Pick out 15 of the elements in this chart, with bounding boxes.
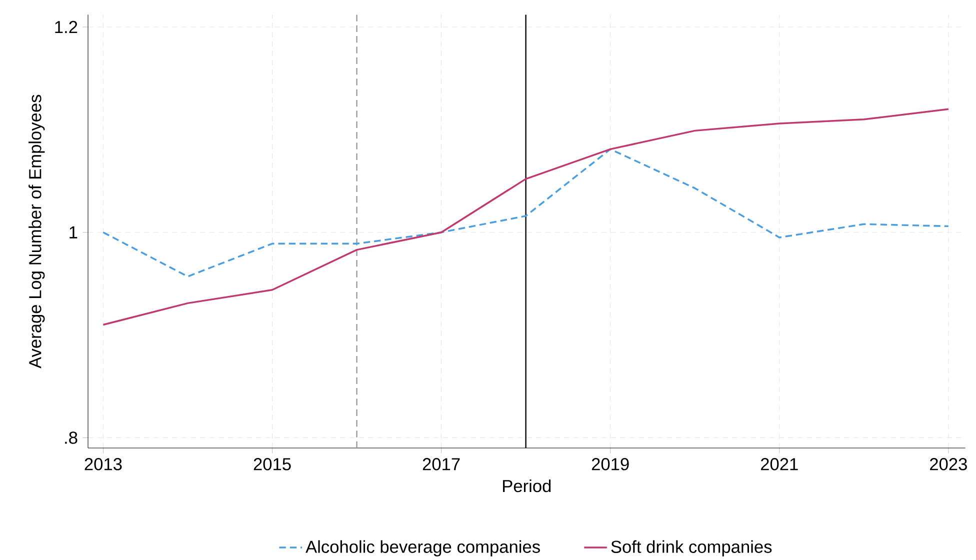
x-tick-label: 2013 (84, 458, 122, 470)
y-tick-label: .8 (65, 432, 78, 444)
x-tick-label: 2015 (254, 458, 291, 470)
legend-label: Alcoholic beverage companies (306, 540, 540, 556)
x-tick-label: 2023 (930, 458, 967, 470)
x-tick-label: 2019 (592, 458, 629, 470)
x-axis-title: Period (503, 479, 551, 492)
y-tick-label: 1.2 (55, 20, 78, 33)
x-tick-label: 2017 (422, 458, 460, 470)
legend-label: Soft drink companies (611, 540, 772, 556)
x-tick-label: 2021 (760, 458, 798, 470)
y-axis-title: Average Log Number of Employees (28, 94, 45, 368)
line-series (102, 148, 950, 278)
line-series (102, 108, 950, 326)
y-tick-label: 1 (70, 226, 78, 238)
